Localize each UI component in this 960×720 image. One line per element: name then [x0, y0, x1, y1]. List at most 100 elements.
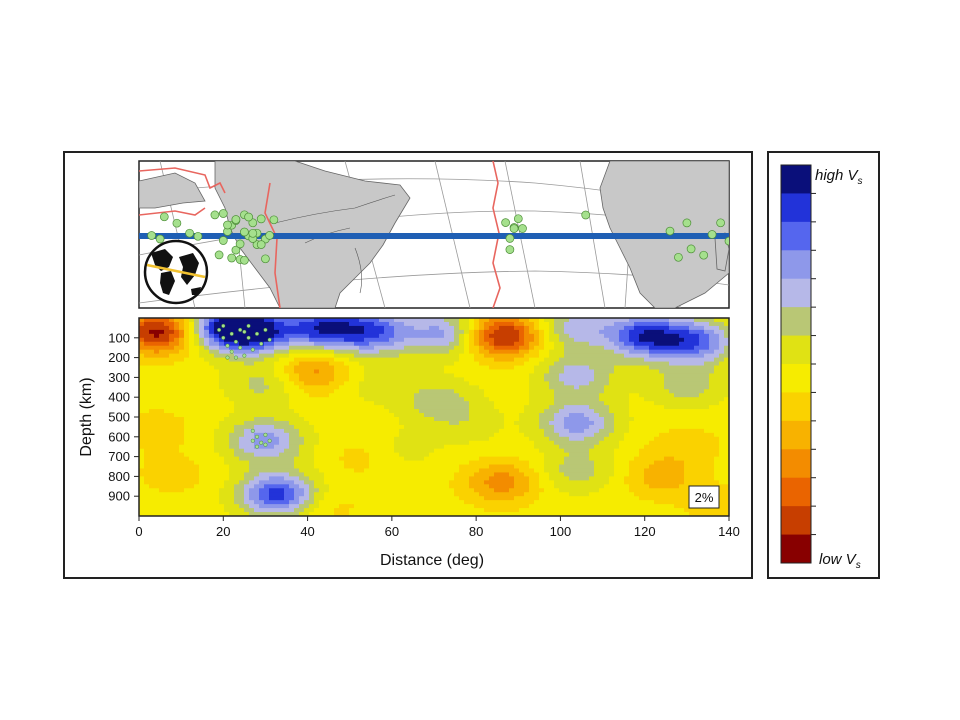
field-cell: [534, 353, 540, 359]
field-cell: [224, 361, 230, 367]
field-cell: [594, 472, 600, 477]
field-cell: [559, 373, 565, 378]
field-cell: [374, 409, 380, 414]
field-cell: [554, 393, 560, 398]
field-cell: [474, 373, 480, 378]
field-cell: [534, 333, 540, 339]
field-cell: [509, 417, 515, 422]
field-cell: [449, 436, 455, 442]
field-cell: [194, 496, 200, 501]
field-cell: [344, 420, 350, 426]
field-cell: [184, 401, 190, 406]
field-cell: [294, 393, 300, 398]
field-cell: [574, 436, 580, 442]
field-cell: [479, 318, 485, 323]
field-cell: [324, 480, 330, 485]
field-cell: [419, 325, 425, 331]
field-cell: [389, 472, 395, 477]
field-cell: [154, 373, 160, 378]
field-cell: [294, 385, 300, 390]
field-cell: [249, 361, 255, 367]
field-cell: [249, 512, 255, 516]
field-cell: [264, 500, 270, 505]
field-cell: [619, 329, 625, 335]
field-cell: [309, 484, 315, 489]
field-cell: [619, 365, 625, 371]
field-cell: [489, 381, 495, 386]
field-cell: [244, 409, 250, 414]
field-cell: [264, 369, 270, 375]
field-cell: [314, 452, 320, 458]
field-cell: [594, 452, 600, 458]
field-cell: [414, 413, 420, 418]
field-cell: [204, 452, 210, 458]
field-cell: [504, 318, 510, 323]
field-cell: [409, 488, 415, 493]
field-cell: [194, 361, 200, 367]
field-cell: [354, 484, 360, 489]
field-cell: [369, 389, 375, 394]
field-cell: [479, 377, 485, 382]
field-cell: [199, 480, 205, 485]
field-cell: [209, 353, 215, 359]
field-cell: [179, 389, 185, 394]
field-cell: [514, 389, 520, 394]
field-cell: [629, 409, 635, 414]
field-cell: [594, 318, 600, 323]
field-cell: [369, 325, 375, 331]
field-cell: [309, 468, 315, 474]
field-cell: [619, 484, 625, 489]
field-cell: [529, 456, 535, 462]
field-cell: [139, 484, 145, 489]
field-cell: [489, 357, 495, 363]
field-cell: [304, 464, 310, 470]
field-cell: [439, 353, 445, 359]
field-cell: [429, 373, 435, 378]
field-cell: [239, 361, 245, 367]
field-cell: [504, 329, 510, 335]
field-cell: [614, 424, 620, 430]
field-cell: [294, 476, 300, 481]
field-cell: [164, 409, 170, 414]
field-cell: [579, 496, 585, 501]
field-cell: [489, 397, 495, 402]
field-cell: [199, 496, 205, 501]
field-cell: [304, 389, 310, 394]
field-cell: [589, 405, 595, 410]
field-cell: [349, 436, 355, 442]
field-cell: [404, 480, 410, 485]
field-cell: [629, 349, 635, 355]
map-event: [269, 215, 279, 225]
field-cell: [589, 460, 595, 466]
field-cell: [454, 468, 460, 474]
field-cell: [329, 428, 335, 434]
field-cell: [269, 353, 275, 359]
field-cell: [399, 432, 405, 438]
field-cell: [219, 417, 225, 422]
field-cell: [324, 341, 330, 347]
field-cell: [389, 484, 395, 489]
field-cell: [229, 393, 235, 398]
field-cell: [504, 353, 510, 359]
field-cell: [609, 460, 615, 466]
field-cell: [454, 321, 460, 327]
field-cell: [519, 341, 525, 347]
field-cell: [394, 488, 400, 493]
field-cell: [219, 496, 225, 501]
field-cell: [339, 428, 345, 434]
field-cell: [429, 508, 435, 513]
field-cell: [234, 381, 240, 386]
field-cell: [349, 428, 355, 434]
field-cell: [234, 373, 240, 378]
field-cell: [509, 329, 515, 335]
field-cell: [209, 389, 215, 394]
field-cell: [399, 377, 405, 382]
field-cell: [314, 381, 320, 386]
field-cell: [174, 405, 180, 410]
field-cell: [254, 405, 260, 410]
field-cell: [494, 325, 500, 331]
field-cell: [524, 444, 530, 450]
field-cell: [474, 496, 480, 501]
field-cell: [414, 361, 420, 367]
field-cell: [214, 385, 220, 390]
